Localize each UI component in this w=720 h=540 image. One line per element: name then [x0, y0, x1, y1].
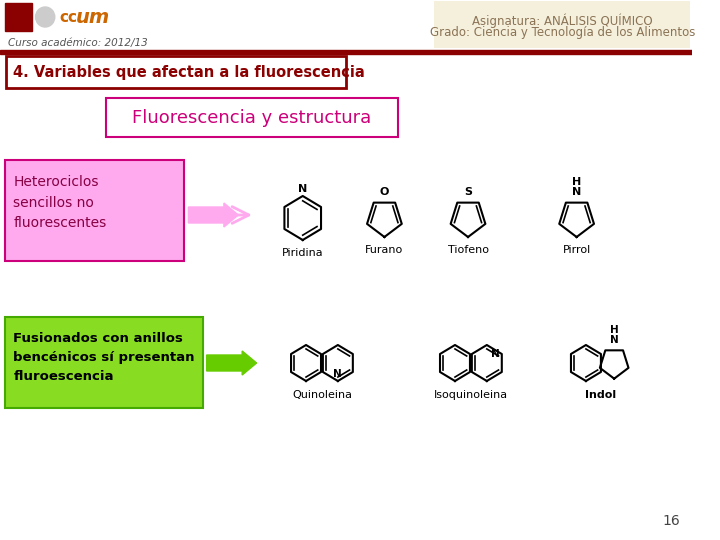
Text: Isoquinoleina: Isoquinoleina — [434, 390, 508, 400]
Text: 4. Variables que afectan a la fluorescencia: 4. Variables que afectan a la fluorescen… — [14, 64, 365, 79]
Bar — [5, 3, 32, 31]
Text: Grado: Ciencia y Tecnología de los Alimentos: Grado: Ciencia y Tecnología de los Alime… — [430, 26, 695, 39]
Text: H: H — [572, 177, 581, 187]
Text: Fusionados con anillos
bencénicos sí presentan
fluroescencia: Fusionados con anillos bencénicos sí pre… — [14, 332, 195, 383]
Text: um: um — [76, 8, 110, 27]
Text: N: N — [333, 369, 342, 379]
Bar — [0, 50, 692, 54]
Text: O: O — [379, 187, 389, 197]
Text: N: N — [572, 187, 581, 197]
FancyBboxPatch shape — [6, 56, 346, 88]
FancyArrow shape — [207, 351, 256, 375]
Text: N: N — [491, 349, 500, 359]
FancyBboxPatch shape — [5, 317, 203, 408]
Text: cc: cc — [60, 10, 78, 25]
Text: Tiofeno: Tiofeno — [448, 245, 488, 255]
Text: Quinoleina: Quinoleina — [292, 390, 352, 400]
Text: Piridina: Piridina — [282, 248, 323, 258]
Circle shape — [35, 7, 55, 27]
Text: Curso académico: 2012/13: Curso académico: 2012/13 — [8, 38, 148, 48]
FancyBboxPatch shape — [434, 1, 690, 48]
Text: Furano: Furano — [365, 245, 403, 255]
Text: Pirrol: Pirrol — [562, 245, 590, 255]
Text: Heterociclos
sencillos no
fluorescentes: Heterociclos sencillos no fluorescentes — [14, 175, 107, 230]
Text: N: N — [298, 184, 307, 194]
Text: Indol: Indol — [585, 390, 616, 400]
Text: S: S — [464, 187, 472, 197]
Text: Asignatura: ANÁLISIS QUÍMICO: Asignatura: ANÁLISIS QUÍMICO — [472, 14, 652, 29]
Text: N: N — [610, 335, 618, 346]
FancyArrow shape — [189, 203, 238, 227]
Text: 16: 16 — [662, 514, 680, 528]
FancyBboxPatch shape — [106, 98, 398, 137]
Text: Fluorescencia y estructura: Fluorescencia y estructura — [132, 109, 372, 127]
FancyBboxPatch shape — [5, 160, 184, 261]
Text: H: H — [610, 325, 618, 335]
